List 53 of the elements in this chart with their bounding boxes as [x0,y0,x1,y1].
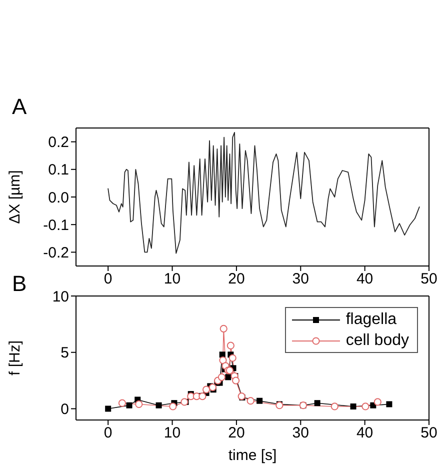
point [219,356,227,364]
point [314,400,320,406]
text: B [12,271,27,297]
point [219,352,226,358]
line-series [108,132,420,254]
y-tick-label: -0.2 [43,244,69,262]
point [225,374,232,380]
y-tick-label: 10 [52,288,69,306]
point [330,402,338,410]
x-tick-label: 0 [104,270,112,288]
point [362,402,370,410]
point [226,342,234,350]
point [198,392,206,400]
point [135,400,143,408]
x-tick-label: 30 [292,424,309,442]
point [126,402,132,408]
point [105,406,112,412]
point [169,402,177,410]
point [220,324,228,332]
y-axis-title: f [Hz] [6,340,24,376]
y-tick-label: -0.1 [43,216,69,234]
point [256,398,263,404]
text: A [12,94,27,120]
legend-label: cell body [346,331,409,351]
legend-label: flagella [346,310,397,330]
x-tick-label: 20 [228,270,245,288]
point [118,399,126,407]
x-tick-label: 50 [420,424,438,442]
x-tick-label: 50 [420,270,438,288]
x-tick-label: 30 [292,270,309,288]
y-axis-title: ΔX [µm] [6,170,24,224]
x-tick-label: 10 [164,424,181,442]
point [228,354,236,362]
x-tick-label: 10 [164,270,181,288]
point [156,402,162,408]
y-tick-label: 0.0 [48,189,69,206]
y-tick-label: 0.1 [48,162,69,179]
y-tick-label: 5 [60,344,69,362]
point [350,403,356,410]
point [246,397,254,405]
x-tick-label: 40 [356,270,374,288]
x-axis-title: time [s] [228,447,277,464]
y-tick-label: 0.2 [48,134,69,152]
point [374,398,382,406]
point [232,376,240,384]
point [386,401,392,408]
point [218,373,226,381]
point [208,384,217,392]
x-tick-label: 0 [104,424,112,442]
x-tick-label: 40 [356,424,374,442]
y-tick-label: 0 [60,401,69,418]
point [202,386,210,394]
x-tick-label: 20 [228,424,245,442]
